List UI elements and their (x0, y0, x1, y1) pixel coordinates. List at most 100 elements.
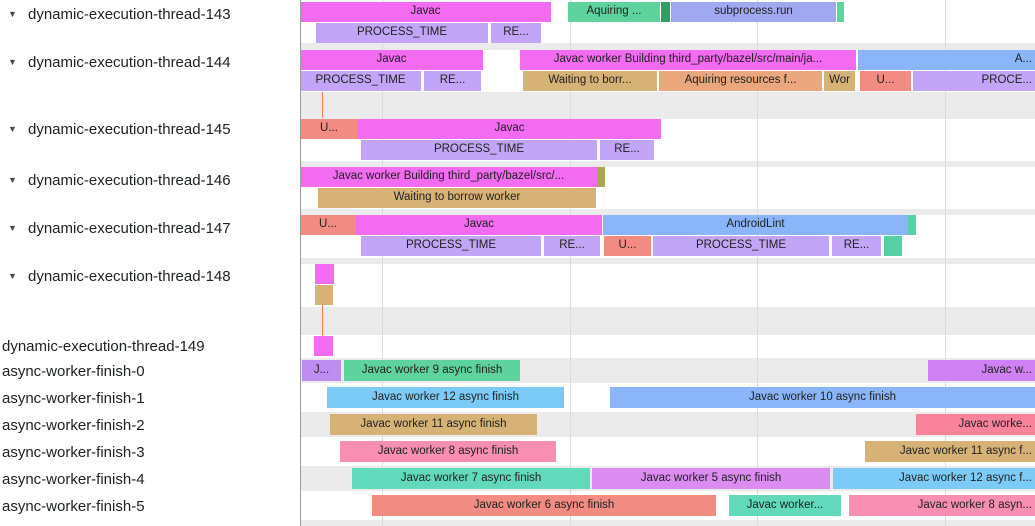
timeline-slice[interactable]: U... (860, 71, 911, 91)
track-label[interactable]: dynamic-execution-thread-143 (28, 5, 231, 23)
timeline-slice[interactable]: Javac worker 11 async finish (330, 414, 537, 435)
track-row[interactable]: ▼ dynamic-execution-thread-148 (0, 266, 298, 286)
timeline-slice[interactable]: U... (300, 119, 358, 139)
expander-triangle-icon[interactable]: ▼ (8, 57, 17, 67)
timeline-slice[interactable] (884, 236, 902, 256)
expander-triangle-icon[interactable]: ▼ (8, 271, 17, 281)
timeline-slice[interactable]: RE... (491, 23, 541, 43)
marker-line (322, 92, 323, 118)
track-label[interactable]: async-worker-finish-4 (2, 470, 145, 488)
slice-label: Javac (410, 5, 441, 18)
track-label[interactable]: dynamic-execution-thread-145 (28, 120, 231, 138)
gridline (757, 0, 758, 526)
timeline-slice[interactable]: RE... (832, 236, 881, 256)
timeline-slice[interactable]: Javac worker Building third_party/bazel/… (520, 50, 856, 70)
timeline-slice[interactable]: Javac worker 11 async f... (865, 441, 1035, 462)
expander-triangle-icon[interactable]: ▼ (8, 223, 17, 233)
timeline-slice[interactable]: AndroidLint (603, 215, 908, 235)
timeline-slice[interactable]: Javac worker 6 async finish (372, 495, 716, 516)
timeline-slice[interactable] (597, 167, 605, 187)
timeline-slice[interactable]: PROCESS_TIME (300, 71, 421, 91)
timeline-slice[interactable] (315, 264, 334, 284)
timeline-slice[interactable]: Waiting to borrow worker (318, 188, 596, 208)
slice-label: Javac worker 11 async finish (360, 417, 507, 430)
track-label[interactable]: async-worker-finish-0 (2, 362, 145, 380)
track-label[interactable]: async-worker-finish-2 (2, 416, 145, 434)
slice-label: Javac worker 12 async f... (899, 471, 1032, 484)
timeline-slice[interactable] (314, 336, 333, 356)
timeline-slice[interactable]: A... (858, 50, 1035, 70)
timeline-slice[interactable]: U... (300, 215, 356, 235)
timeline-slice[interactable]: Javac worker 8 async finish (340, 441, 556, 462)
expander-triangle-icon[interactable]: ▼ (8, 175, 17, 185)
track-row[interactable]: async-worker-finish-5 (0, 496, 298, 516)
track-row[interactable]: ▼ dynamic-execution-thread-147 (0, 218, 298, 238)
timeline-slice[interactable]: RE... (544, 236, 600, 256)
timeline-slice[interactable] (315, 285, 333, 305)
row-band (300, 520, 1035, 526)
timeline-slice[interactable]: PROCESS_TIME (361, 236, 541, 256)
track-label[interactable]: async-worker-finish-3 (2, 443, 145, 461)
track-label[interactable]: dynamic-execution-thread-149 (2, 337, 205, 355)
slice-label: Javac worker 9 async finish (361, 363, 503, 376)
timeline-slice[interactable] (908, 215, 916, 235)
slice-label: RE... (843, 239, 870, 252)
slice-label: PROCESS_TIME (433, 143, 525, 156)
timeline-slice[interactable]: Javac worker Building third_party/bazel/… (300, 167, 597, 187)
timeline-slice[interactable]: RE... (424, 71, 481, 91)
timeline-slice[interactable]: RE... (600, 140, 654, 160)
timeline-slice[interactable]: Javac worker 8 asyn... (849, 495, 1035, 516)
timeline-slice[interactable] (837, 2, 844, 22)
track-row[interactable]: ▼ dynamic-execution-thread-144 (0, 52, 298, 72)
row-band (300, 258, 1035, 264)
expander-triangle-icon[interactable]: ▼ (8, 9, 17, 19)
timeline-slice[interactable]: PROCESS_TIME (653, 236, 829, 256)
track-row[interactable]: async-worker-finish-1 (0, 388, 298, 408)
slice-label: RE... (439, 74, 466, 87)
timeline-slice[interactable]: Javac worker... (729, 495, 841, 516)
track-label[interactable]: async-worker-finish-1 (2, 389, 145, 407)
track-label[interactable]: dynamic-execution-thread-144 (28, 53, 231, 71)
timeline-slice[interactable]: Javac (358, 119, 661, 139)
timeline-slice[interactable]: U... (604, 236, 651, 256)
timeline-slice[interactable]: Javac worker 7 async finish (352, 468, 590, 489)
timeline-slice[interactable]: Javac worker 10 async finish (610, 387, 1035, 408)
timeline-slice[interactable]: PROCE... (913, 71, 1035, 91)
timeline-slice[interactable]: subprocess.run (671, 2, 836, 22)
panel-divider[interactable] (300, 0, 301, 526)
timeline-slice[interactable]: Javac worker 5 async finish (592, 468, 830, 489)
track-label[interactable]: dynamic-execution-thread-148 (28, 267, 231, 285)
slice-label: PROCE... (981, 74, 1032, 87)
timeline-slice[interactable]: Aquiring ... (568, 2, 660, 22)
timeline-slice[interactable] (661, 2, 670, 22)
timeline-slice[interactable]: Javac (300, 2, 551, 22)
timeline-slice[interactable]: Waiting to borr... (523, 71, 657, 91)
timeline-slice[interactable]: J... (302, 360, 341, 381)
timeline-slice[interactable]: Javac (356, 215, 602, 235)
timeline-slice[interactable]: Javac worker 12 async finish (327, 387, 564, 408)
timeline-slice[interactable]: Javac worke... (916, 414, 1035, 435)
track-row[interactable]: async-worker-finish-2 (0, 415, 298, 435)
row-band (300, 161, 1035, 167)
track-row[interactable]: ▼ dynamic-execution-thread-145 (0, 119, 298, 139)
track-row[interactable]: async-worker-finish-0 (0, 361, 298, 381)
track-row[interactable]: async-worker-finish-3 (0, 442, 298, 462)
track-label[interactable]: async-worker-finish-5 (2, 497, 145, 515)
slice-label: RE... (614, 143, 640, 156)
timeline-slice[interactable]: PROCESS_TIME (361, 140, 597, 160)
track-row[interactable]: async-worker-finish-4 (0, 469, 298, 489)
timeline-slice[interactable]: PROCESS_TIME (316, 23, 488, 43)
timeline-slice[interactable]: Javac worker 9 async finish (344, 360, 520, 381)
track-row[interactable]: ▼ dynamic-execution-thread-143 (0, 4, 298, 24)
timeline-slice[interactable]: Javac (300, 50, 483, 70)
track-row[interactable]: ▼ dynamic-execution-thread-146 (0, 170, 298, 190)
track-label[interactable]: dynamic-execution-thread-146 (28, 171, 231, 189)
timeline-slice[interactable]: Aquiring resources f... (659, 71, 822, 91)
track-label[interactable]: dynamic-execution-thread-147 (28, 219, 231, 237)
track-row[interactable]: dynamic-execution-thread-149 (0, 336, 298, 356)
timeline-slice[interactable]: Javac w... (928, 360, 1035, 381)
timeline-slice[interactable]: Javac worker 12 async f... (833, 468, 1035, 489)
timeline-slice[interactable]: Wor (824, 71, 855, 91)
expander-triangle-icon[interactable]: ▼ (8, 124, 17, 134)
